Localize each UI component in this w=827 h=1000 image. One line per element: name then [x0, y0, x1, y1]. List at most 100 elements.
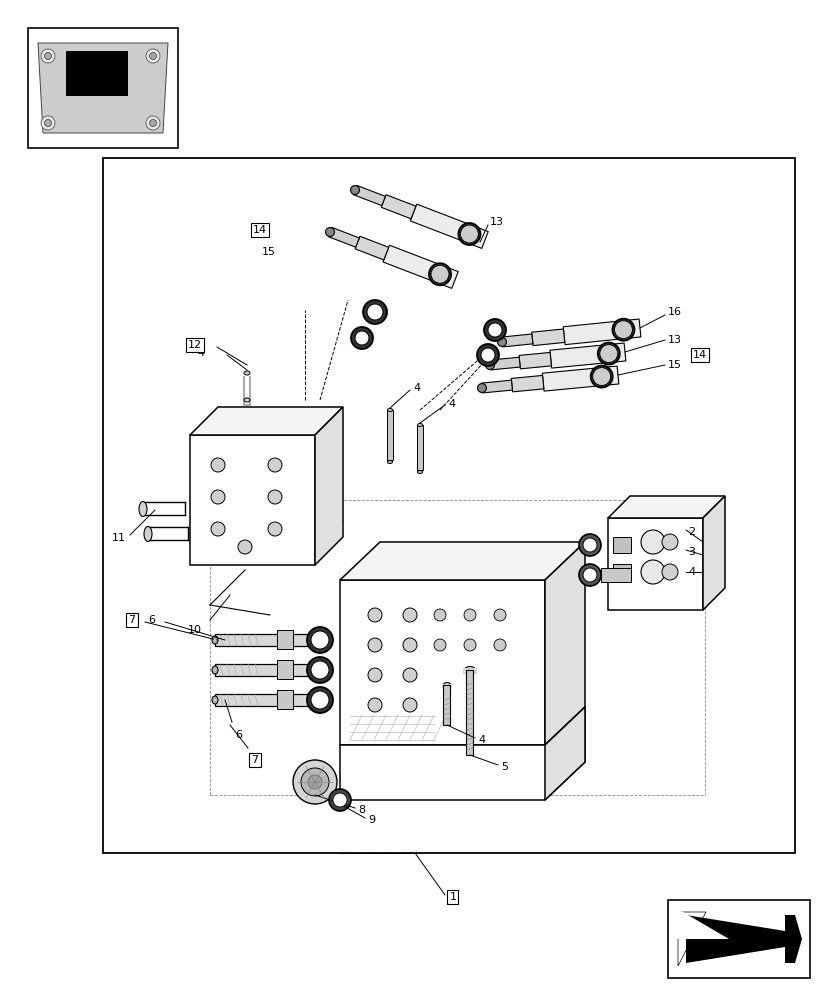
Polygon shape [189, 435, 314, 565]
Circle shape [597, 343, 619, 365]
Circle shape [590, 366, 612, 388]
Circle shape [307, 657, 332, 683]
Circle shape [662, 534, 677, 550]
Polygon shape [409, 204, 488, 248]
Circle shape [366, 304, 383, 320]
Bar [210, 500, 704, 795]
Circle shape [433, 639, 446, 651]
Circle shape [458, 223, 480, 245]
Ellipse shape [244, 371, 250, 375]
Polygon shape [542, 366, 618, 391]
Ellipse shape [212, 636, 218, 644]
Circle shape [640, 560, 664, 584]
Circle shape [497, 338, 506, 346]
Ellipse shape [387, 460, 392, 464]
Circle shape [578, 534, 600, 556]
Polygon shape [607, 518, 702, 610]
Bar [277, 660, 293, 679]
Polygon shape [340, 542, 585, 580]
Circle shape [367, 608, 381, 622]
Polygon shape [215, 694, 314, 706]
Text: 13: 13 [490, 217, 504, 227]
Polygon shape [340, 707, 585, 800]
Ellipse shape [213, 668, 216, 672]
Bar [612, 537, 630, 553]
Ellipse shape [212, 666, 218, 674]
Text: 4: 4 [477, 735, 485, 745]
Circle shape [328, 789, 351, 811]
Ellipse shape [417, 471, 422, 474]
Polygon shape [215, 664, 314, 676]
Ellipse shape [442, 682, 450, 688]
Circle shape [662, 564, 677, 580]
Text: 3: 3 [687, 547, 694, 557]
Bar [277, 690, 293, 709]
Circle shape [311, 631, 328, 649]
Circle shape [362, 300, 386, 324]
Circle shape [146, 49, 160, 63]
Polygon shape [677, 912, 705, 966]
Circle shape [293, 760, 337, 804]
Polygon shape [353, 185, 385, 206]
Circle shape [268, 522, 282, 536]
Circle shape [480, 348, 495, 362]
Circle shape [403, 698, 417, 712]
Circle shape [45, 53, 51, 60]
Text: 4: 4 [197, 348, 204, 358]
Text: 4: 4 [413, 383, 419, 393]
Bar [667, 900, 809, 978]
Circle shape [485, 361, 494, 369]
Polygon shape [355, 236, 388, 260]
Circle shape [307, 687, 332, 713]
Circle shape [367, 668, 381, 682]
Polygon shape [544, 707, 585, 800]
Circle shape [463, 609, 476, 621]
Bar [103, 158, 794, 853]
Text: 15: 15 [261, 247, 275, 257]
Polygon shape [189, 407, 342, 435]
Circle shape [487, 323, 501, 337]
Circle shape [431, 265, 448, 283]
Circle shape [640, 530, 664, 554]
Text: 10: 10 [188, 625, 202, 635]
Circle shape [311, 691, 328, 709]
Ellipse shape [464, 666, 475, 674]
Ellipse shape [139, 502, 147, 516]
Circle shape [367, 638, 381, 652]
Circle shape [211, 522, 225, 536]
Text: 15: 15 [667, 360, 681, 370]
Ellipse shape [213, 698, 216, 702]
Polygon shape [544, 542, 585, 745]
Circle shape [146, 116, 160, 130]
Ellipse shape [417, 424, 422, 426]
Circle shape [403, 668, 417, 682]
Text: 12: 12 [188, 340, 202, 350]
Bar [417, 425, 423, 470]
Circle shape [307, 627, 332, 653]
Polygon shape [38, 43, 168, 133]
Polygon shape [327, 227, 359, 247]
Polygon shape [481, 380, 512, 393]
Polygon shape [519, 352, 551, 369]
Circle shape [268, 458, 282, 472]
Circle shape [41, 49, 55, 63]
Text: 8: 8 [357, 805, 365, 815]
Bar [612, 564, 630, 580]
Text: 14: 14 [692, 350, 706, 360]
Circle shape [578, 564, 600, 586]
Ellipse shape [387, 408, 392, 412]
Circle shape [268, 490, 282, 504]
Circle shape [476, 344, 499, 366]
Text: 2: 2 [687, 527, 695, 537]
Text: 11: 11 [112, 533, 126, 543]
Circle shape [41, 116, 55, 130]
Circle shape [351, 327, 372, 349]
Bar [600, 568, 630, 582]
Polygon shape [501, 334, 533, 347]
Polygon shape [340, 580, 544, 745]
Circle shape [211, 458, 225, 472]
Circle shape [477, 384, 486, 392]
Circle shape [599, 345, 617, 363]
Polygon shape [686, 915, 801, 963]
Text: 14: 14 [252, 225, 267, 235]
